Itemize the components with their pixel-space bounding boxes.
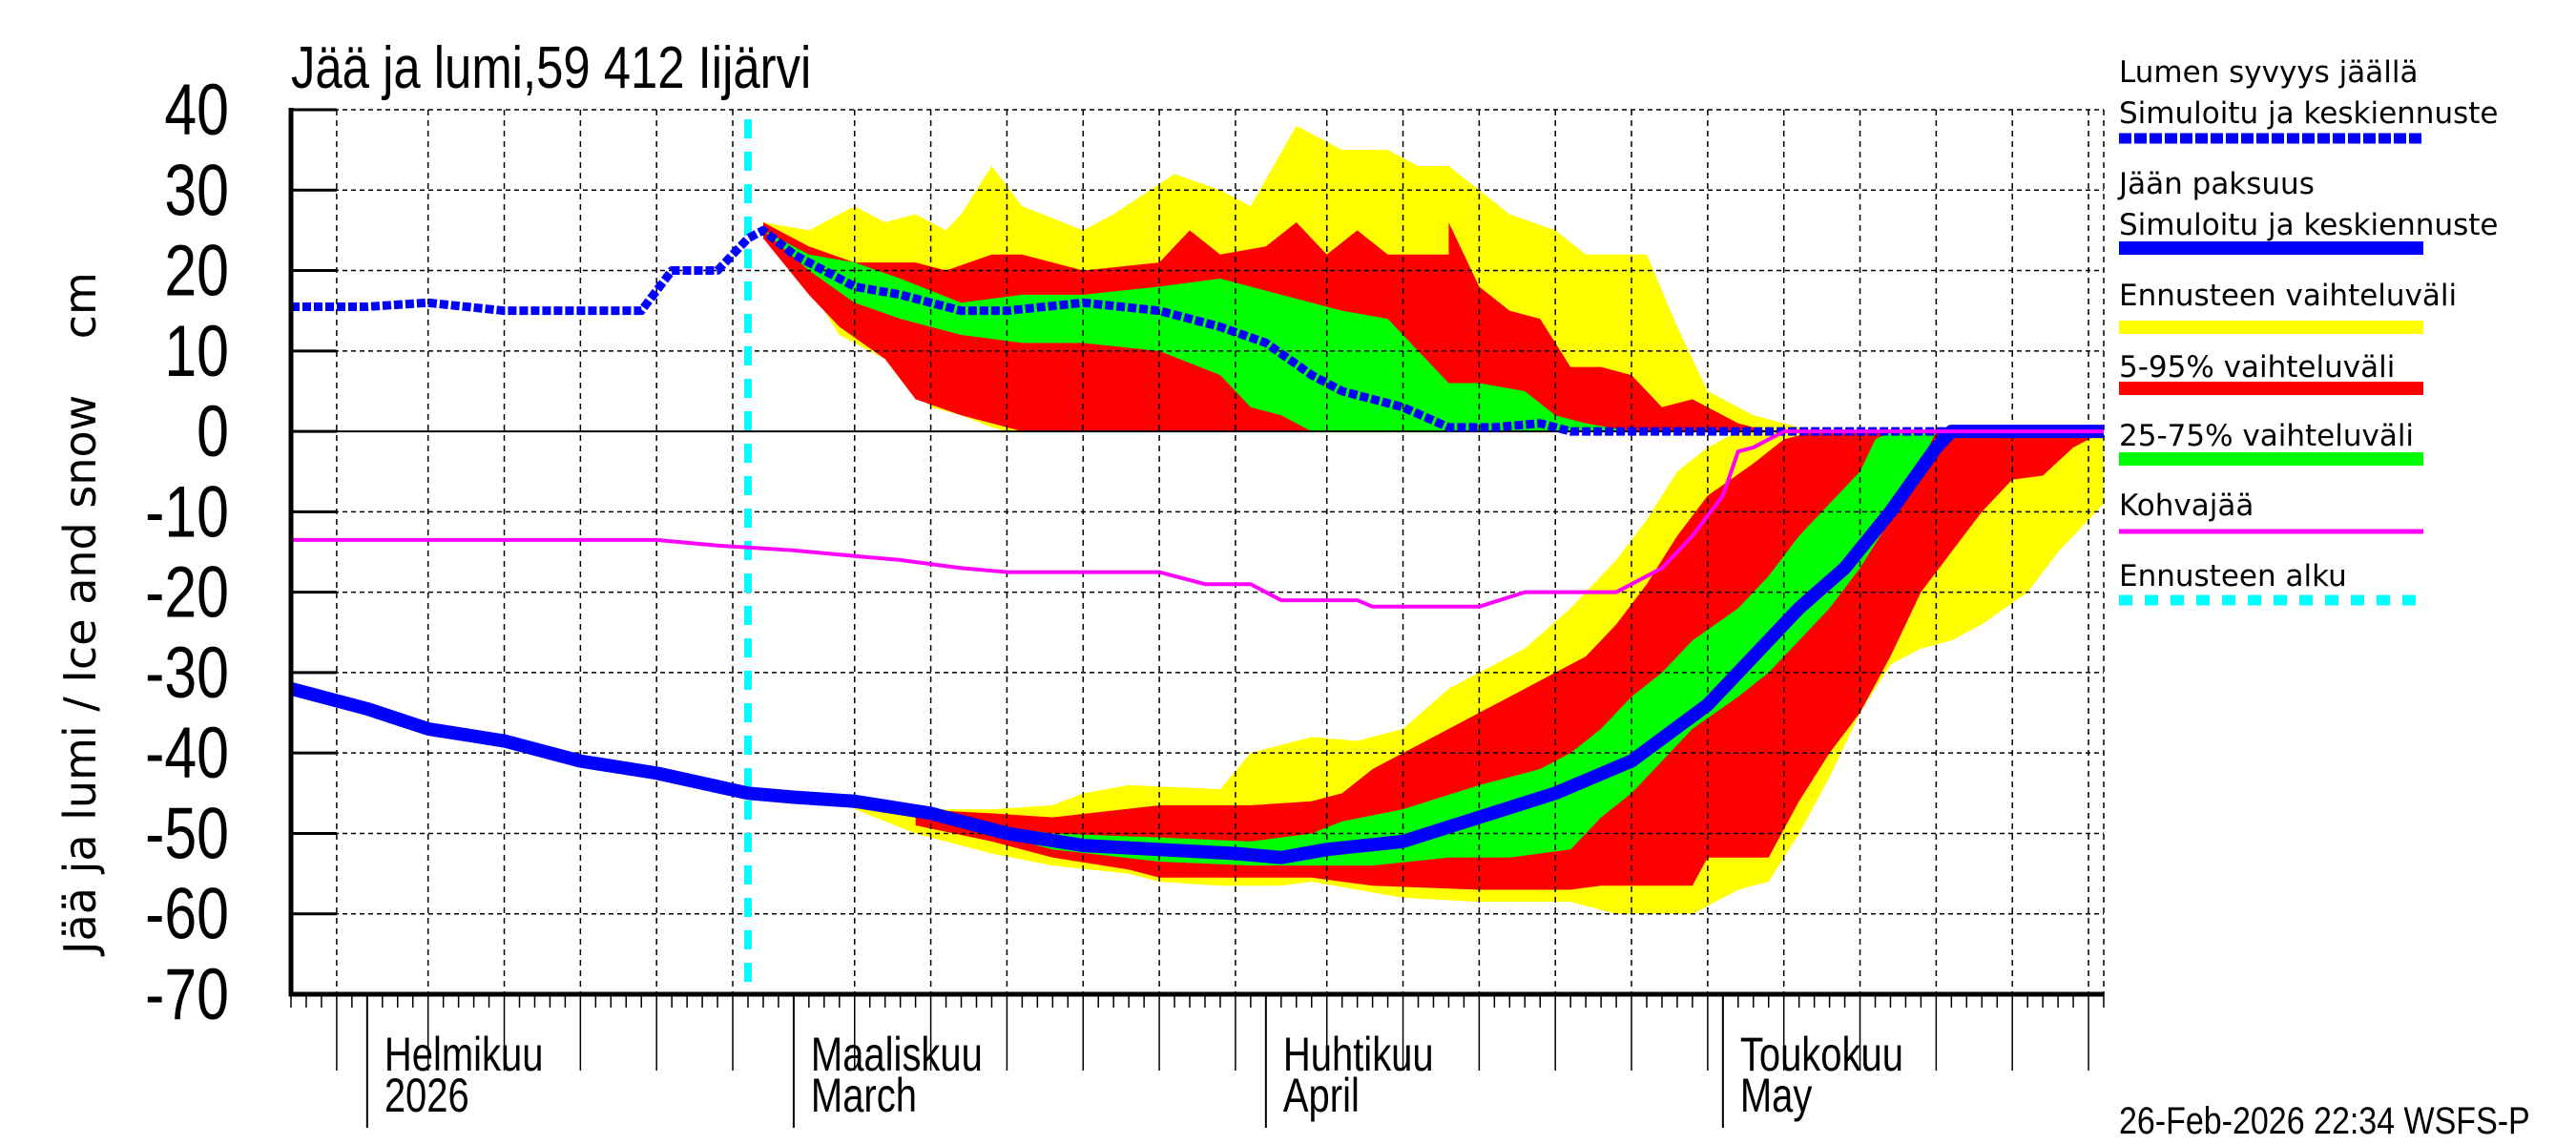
legend: Lumen syvyys jäällä Simuloitu ja keskienn…: [2117, 55, 2498, 606]
y-tick-label: -40: [145, 713, 229, 794]
y-tick-label: -60: [145, 873, 229, 954]
month-sublabel: March: [811, 1069, 917, 1122]
bands-layer: [762, 125, 2104, 914]
series-line-1: [289, 425, 2104, 864]
legend-sublabel: Simuloitu ja keskiennuste: [2119, 96, 2498, 131]
month-sublabel: 2026: [384, 1069, 469, 1122]
band-ice-5: [991, 431, 1937, 866]
legend-label: Jään paksuus: [2117, 167, 2315, 201]
month-label: Huhtikuu: [1283, 1028, 1434, 1081]
chart-title: Jää ja lumi,59 412 Iijärvi: [291, 35, 811, 101]
series-line-0: [291, 225, 2104, 436]
y-tick-label: 10: [164, 310, 229, 391]
y-tick-label: -10: [145, 471, 229, 552]
y-tick-label: -30: [145, 632, 229, 713]
band-snow-2: [762, 230, 1632, 432]
legend-label: Lumen syvyys jäällä: [2119, 55, 2419, 90]
y-tick-label: 20: [164, 230, 229, 311]
y-tick-label: 0: [197, 391, 229, 472]
legend-label: 25-75% vaihteluväli: [2119, 419, 2414, 453]
month-label: Toukokuu: [1740, 1028, 1903, 1081]
month-label: Helmikuu: [384, 1028, 544, 1081]
series-layer: [289, 119, 2104, 994]
y-axis-label: Jää ja lumi / Ice and snow cm: [54, 272, 106, 957]
y-tick-label: 40: [164, 70, 229, 151]
y-tick-label: -70: [145, 954, 229, 1035]
legend-label: Ennusteen alku: [2119, 559, 2347, 593]
legend-label: Kohvajää: [2119, 489, 2254, 523]
y-tick-label: 30: [164, 150, 229, 231]
month-sublabel: April: [1283, 1069, 1360, 1122]
timestamp: 26-Feb-2026 22:34 WSFS-P: [2119, 1098, 2530, 1141]
y-tick-label: -20: [145, 552, 229, 633]
y-tick-label: -50: [145, 793, 229, 874]
legend-label: 5-95% vaihteluväli: [2119, 350, 2395, 385]
month-label: Maaliskuu: [811, 1028, 983, 1081]
series-line-2: [291, 429, 2104, 609]
legend-label: Ennusteen vaihteluväli: [2119, 279, 2457, 313]
month-sublabel: May: [1740, 1069, 1813, 1122]
legend-sublabel: Simuloitu ja keskiennuste: [2119, 208, 2498, 242]
